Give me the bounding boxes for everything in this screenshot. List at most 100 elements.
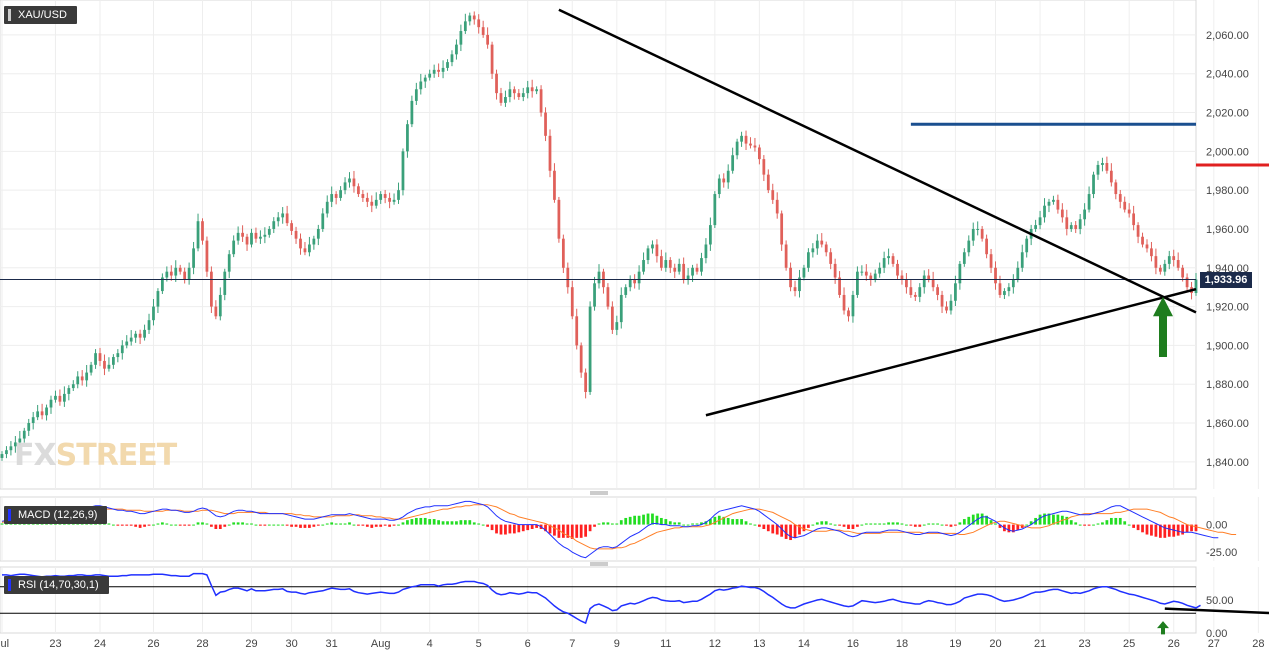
rsi-label-text: RSI (14,70,30,1) (18, 579, 99, 591)
macd-histogram-bar (1020, 524, 1024, 528)
candle (1167, 256, 1171, 264)
candle (379, 194, 383, 200)
macd-histogram-bar (820, 521, 824, 525)
candle (664, 260, 668, 268)
macd-histogram-bar (227, 524, 231, 526)
candle (1020, 252, 1024, 268)
macd-histogram-bar (1118, 517, 1122, 525)
macd-histogram-bar (998, 524, 1002, 528)
candle (272, 221, 276, 229)
candle (227, 254, 231, 272)
candle (918, 287, 922, 297)
rsi-line (2, 572, 1201, 625)
y-tick-label: 1,860.00 (1206, 418, 1249, 430)
candle (290, 223, 293, 231)
rsi-trendline (1164, 607, 1269, 615)
x-tick-label: 5 (476, 638, 482, 650)
candle (147, 320, 151, 330)
candle (807, 252, 810, 268)
macd-histogram-bar (459, 520, 463, 525)
macd-histogram-bar (593, 524, 596, 527)
macd-histogram-bar (352, 524, 356, 526)
candle (432, 69, 436, 74)
candle (1065, 217, 1069, 229)
candle (357, 186, 360, 195)
macd-histogram-bar (780, 524, 784, 537)
x-tick-label: 23 (49, 638, 61, 650)
macd-histogram-bar (731, 519, 735, 525)
candle (971, 228, 975, 241)
macd-histogram-bar (530, 524, 534, 529)
x-tick-label: Jul (0, 638, 9, 650)
candle (245, 236, 249, 245)
x-tick-label: 31 (326, 638, 338, 650)
candle (334, 194, 338, 198)
macd-histogram-bar (1194, 524, 1198, 532)
candle (668, 260, 672, 268)
candle (499, 93, 503, 103)
candle (994, 267, 997, 284)
candle (1127, 209, 1131, 214)
candle (250, 232, 253, 245)
candle (637, 271, 641, 284)
macd-histogram-bar (13, 523, 17, 525)
macd-histogram-bar (272, 524, 276, 526)
candle (793, 287, 797, 292)
macd-histogram-bar (339, 523, 342, 525)
candle (94, 353, 97, 365)
macd-histogram-bar (878, 523, 882, 525)
candle (820, 240, 824, 245)
candle (441, 67, 445, 72)
macd-histogram-bar (392, 524, 396, 526)
candle (749, 143, 752, 146)
candle (490, 44, 494, 74)
x-tick-label: 26 (147, 638, 159, 650)
candle (27, 423, 31, 431)
macd-histogram-bar (481, 524, 485, 526)
candle (281, 213, 285, 218)
macd-histogram-bar (156, 523, 160, 525)
macd-histogram-bar (553, 524, 556, 536)
candle (833, 263, 837, 278)
macd-histogram-bar (802, 524, 806, 532)
macd-histogram-bar (646, 513, 650, 525)
candle (62, 393, 66, 402)
candle (205, 240, 209, 272)
candle (1060, 209, 1064, 218)
candle (642, 260, 645, 272)
candle (22, 430, 26, 439)
candle (954, 283, 957, 301)
macd-histogram-bar (570, 524, 574, 539)
candle (348, 178, 351, 183)
macd-histogram-bar (994, 523, 997, 525)
candle (945, 306, 948, 311)
x-tick-label: 23 (1078, 638, 1090, 650)
candle (927, 275, 931, 280)
macd-histogram-bar (985, 515, 988, 525)
candle (704, 244, 708, 259)
candle (726, 170, 730, 183)
candle (864, 271, 868, 276)
macd-histogram-bar (619, 520, 623, 525)
candle (223, 271, 227, 295)
macd-histogram-bar (379, 524, 383, 527)
macd-histogram-bar (450, 521, 454, 525)
candle (31, 417, 35, 424)
candle (437, 69, 440, 72)
candle (887, 256, 890, 259)
candle (909, 287, 913, 295)
watermark: FXSTREET (14, 438, 177, 473)
candle (325, 201, 329, 214)
macd-histogram-bar (374, 524, 378, 527)
candle (1003, 291, 1006, 295)
y-tick-label: 1,840.00 (1206, 457, 1249, 469)
candle (36, 411, 40, 418)
candle (414, 89, 418, 101)
candle (352, 178, 356, 187)
macd-histogram-bar (869, 523, 873, 525)
macd-histogram-bar (267, 524, 271, 526)
macd-histogram-bar (628, 516, 632, 525)
macd-histogram-bar (958, 522, 962, 525)
rsi-tick-label: 50.00 (1206, 595, 1234, 607)
